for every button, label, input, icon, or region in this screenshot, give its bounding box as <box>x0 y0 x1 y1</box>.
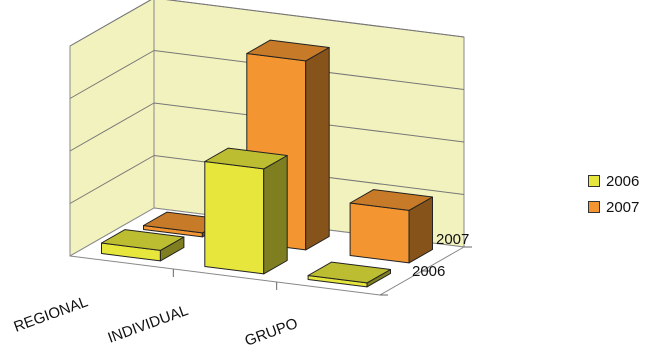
bar-2006-individual-side <box>263 155 288 275</box>
gridline-left-1 <box>69 155 155 204</box>
gridline-left-2 <box>69 102 155 152</box>
legend-item-2007: 2007 <box>588 196 639 218</box>
category-tick-label-individual: INDIVIDUAL <box>106 302 191 347</box>
bar-2006-regional <box>101 229 185 262</box>
bar-2006-grupo <box>307 261 391 288</box>
category-tick-label-grupo: GRUPO <box>243 315 301 350</box>
bar-2007-grupo-top <box>349 189 433 211</box>
bar-2006-individual-top <box>204 147 288 170</box>
gridline-left-3 <box>69 50 155 99</box>
bar-2006-grupo-top <box>307 261 391 284</box>
legend-item-2006: 2006 <box>588 170 639 192</box>
legend-swatch-2006 <box>588 175 600 187</box>
bar-2007-individual <box>246 39 330 251</box>
bar-2006-regional-top <box>101 229 185 251</box>
bar-2007-grupo-front <box>349 202 410 264</box>
depth-tick-label-2006: 2006 <box>412 263 445 280</box>
bar-2007-grupo <box>349 189 433 264</box>
bars-group <box>101 39 433 288</box>
legend-label-2007: 2007 <box>606 198 640 216</box>
depth-tick-label-2007: 2007 <box>436 231 469 248</box>
bar-2006-individual-front <box>204 161 265 275</box>
gridline-back-4 <box>165 0 465 38</box>
bar-2007-individual-side <box>305 47 330 251</box>
legend-swatch-2007 <box>588 201 600 213</box>
legend-label-2006: 2006 <box>606 172 640 190</box>
gridline-left-4 <box>69 0 152 47</box>
bar-2007-individual-top <box>246 39 330 62</box>
category-tick-label-regional: REGIONAL <box>12 293 91 335</box>
legend: 2006 2007 <box>588 170 639 222</box>
bar-2006-individual <box>204 147 288 275</box>
